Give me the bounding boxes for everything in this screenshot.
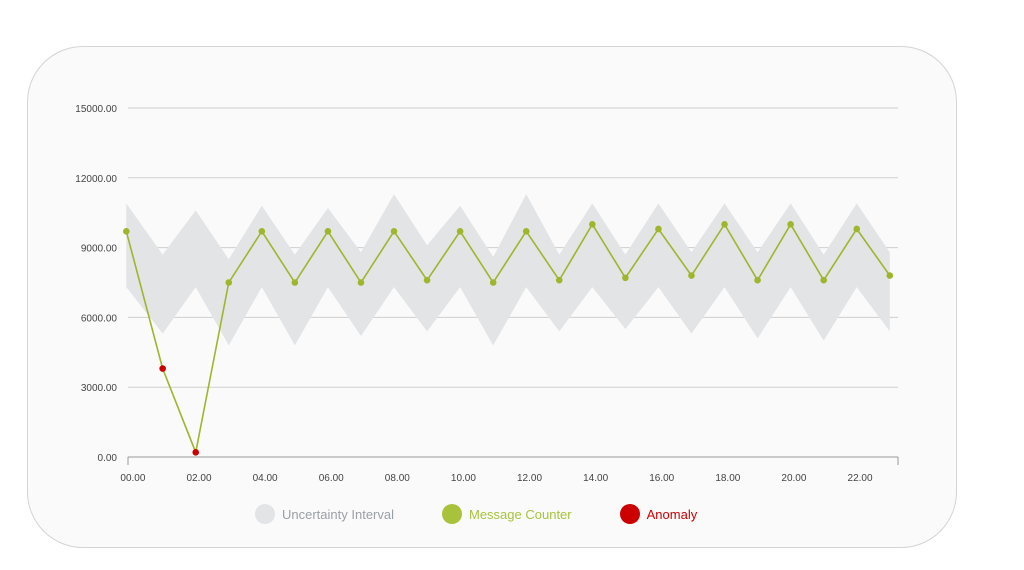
data-point — [423, 276, 431, 284]
x-tick-label: 14.00 — [583, 473, 608, 484]
data-point — [390, 228, 398, 235]
y-tick-label: 3000.00 — [81, 383, 118, 394]
legend-swatch-message-counter — [442, 504, 462, 524]
anomaly-point — [159, 365, 166, 372]
x-tick-label: 20.00 — [781, 473, 806, 484]
x-tick-label: 22.00 — [848, 473, 873, 484]
data-point — [853, 225, 861, 233]
data-point — [225, 279, 233, 286]
grid-lines — [128, 107, 898, 458]
legend-item-uncertainty[interactable]: Uncertainty Interval — [255, 504, 394, 524]
data-point — [123, 228, 130, 235]
x-tick-label: 08.00 — [385, 473, 410, 484]
data-point — [721, 221, 728, 228]
data-point — [655, 225, 662, 233]
uncertainty-area — [126, 194, 890, 346]
data-point — [688, 272, 695, 279]
data-point — [291, 279, 299, 286]
y-tick-label: 12000.00 — [75, 174, 117, 185]
x-tick-label: 04.00 — [253, 473, 278, 484]
data-point — [258, 228, 266, 235]
x-tick-label: 02.00 — [187, 473, 212, 484]
x-tick-label: 10.00 — [451, 473, 476, 484]
legend-swatch-uncertainty — [255, 504, 275, 524]
legend-label-message-counter: Message Counter — [469, 506, 572, 522]
y-tick-label: 9000.00 — [81, 244, 118, 255]
data-point — [522, 228, 530, 235]
anomaly-point — [192, 449, 200, 456]
message-counter-line — [125, 222, 891, 456]
x-tick-label: 06.00 — [319, 473, 344, 484]
y-tick-label: 6000.00 — [81, 313, 118, 324]
uncertainty-band — [126, 194, 890, 346]
data-point — [886, 272, 894, 279]
axes: 0.00 3000.00 6000.00 9000.00 12000.00 15000.0… — [75, 104, 899, 484]
legend-item-anomaly[interactable]: Anomaly — [619, 504, 698, 524]
data-point — [555, 276, 563, 284]
legend-label-anomaly: Anomaly — [646, 506, 698, 522]
data-point — [489, 279, 497, 286]
series-line-message-counter — [125, 222, 891, 456]
data-point — [622, 274, 629, 282]
x-tick-label: 18.00 — [715, 473, 740, 484]
legend-swatch-anomaly — [619, 504, 640, 524]
data-point — [820, 276, 827, 284]
x-tick-label: 00.00 — [120, 473, 145, 484]
x-tick-label: 16.00 — [649, 473, 674, 484]
data-point — [324, 228, 332, 235]
data-point — [787, 221, 794, 228]
data-points — [123, 221, 894, 456]
data-point — [589, 221, 596, 228]
data-point — [456, 228, 464, 235]
x-tick-label: 12.00 — [517, 473, 542, 484]
data-point — [357, 279, 365, 286]
legend: Uncertainty Interval Message Counter Ano… — [255, 504, 745, 524]
data-point — [754, 276, 761, 284]
y-tick-label: 15000.00 — [75, 104, 117, 115]
y-tick-label: 0.00 — [98, 453, 118, 464]
legend-label-uncertainty: Uncertainty Interval — [282, 506, 394, 522]
legend-item-message-counter[interactable]: Message Counter — [442, 504, 572, 524]
